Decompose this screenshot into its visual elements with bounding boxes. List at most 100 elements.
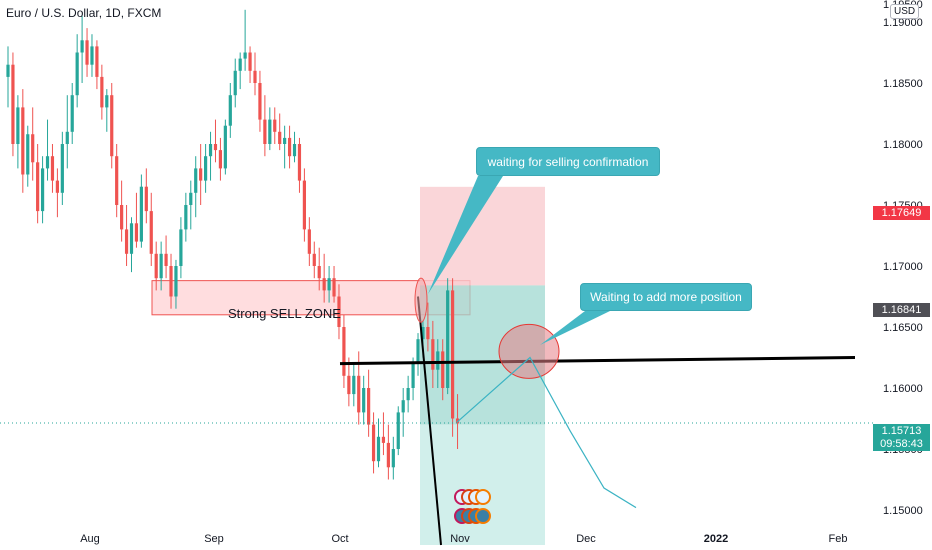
candle-body [263, 119, 267, 144]
candle-body [426, 327, 430, 340]
candle-body [307, 229, 311, 254]
currency-badge[interactable]: USD [890, 4, 920, 19]
callout-pointer-right [540, 311, 610, 345]
candle-body [391, 449, 395, 468]
candle-body [238, 58, 242, 71]
candle-body [21, 107, 25, 175]
y-tick-label: 1.18000 [883, 139, 923, 151]
event-icon [475, 508, 491, 524]
candle-body [154, 253, 158, 279]
candle-body [80, 40, 84, 53]
candle-body [50, 156, 55, 181]
candle-body [376, 436, 381, 462]
candle-body [342, 327, 346, 376]
candle-body [396, 412, 400, 449]
forecast-path [456, 356, 637, 509]
candle-body [327, 278, 331, 291]
candle-body [268, 119, 272, 144]
candle-body [218, 150, 223, 169]
y-tick-label: 1.16500 [883, 322, 923, 334]
y-tick-label: 1.19000 [883, 17, 923, 29]
y-tick-label: 1.18500 [883, 78, 923, 90]
candle-body [65, 131, 69, 144]
stop-price-tag: 1.17649 [873, 206, 930, 220]
countdown-tag: 09:58:43 [873, 437, 930, 451]
x-tick-label: Feb [829, 533, 848, 545]
candle-body [26, 134, 30, 175]
take-profit-zone-lower [420, 424, 545, 545]
candle-body [302, 180, 306, 230]
candle-body [95, 46, 99, 77]
candle-body [85, 40, 89, 65]
candle-body [139, 186, 143, 242]
sell-zone-label: Strong SELL ZONE [228, 306, 341, 321]
candle-body [233, 70, 237, 96]
candle-body [208, 144, 213, 157]
y-tick-label: 1.16000 [883, 383, 923, 395]
candle-body [258, 83, 262, 120]
candle-body [312, 253, 316, 266]
candle-body [105, 95, 109, 108]
candle-body [297, 144, 302, 181]
candle-body [110, 95, 114, 157]
candle-body [199, 168, 203, 181]
candle-body [159, 253, 163, 279]
trend-line [417, 296, 442, 546]
candle-body [213, 144, 218, 151]
callout-add-position[interactable]: Waiting to add more position [580, 283, 752, 311]
candle-body [36, 162, 40, 212]
x-tick-label: Sep [204, 533, 224, 545]
candle-body [90, 46, 94, 65]
chart-title: Euro / U.S. Dollar, 1D, FXCM [6, 6, 162, 20]
candle-body [144, 186, 148, 212]
candle-body [55, 180, 59, 193]
candle-body [124, 229, 129, 254]
candle-body [253, 70, 257, 83]
candle-body [11, 64, 15, 144]
candle-body [40, 168, 45, 212]
candle-body [278, 131, 282, 144]
x-tick-label: Nov [450, 533, 470, 545]
candle-body [283, 137, 287, 144]
candle-body [386, 442, 390, 468]
candle-body [120, 205, 124, 230]
candle-body [322, 278, 326, 291]
candle-body [194, 168, 198, 193]
candle-body [6, 64, 10, 77]
candle-body [337, 296, 341, 327]
candle-body [31, 134, 35, 163]
candle-body [421, 327, 425, 340]
candle-body [149, 211, 153, 254]
current-price-tag: 1.15713 [873, 424, 930, 438]
candle-body [411, 363, 415, 388]
candle-body [406, 388, 410, 401]
x-tick-label: Oct [331, 533, 348, 545]
candle-body [367, 388, 371, 425]
candle-body [332, 278, 336, 297]
candle-body [273, 119, 277, 132]
candle-body [451, 290, 455, 419]
candle-body [179, 229, 183, 266]
callout-pointer-top [428, 176, 503, 294]
candle-body [169, 266, 173, 297]
candle-body [184, 205, 188, 230]
candle-body [100, 76, 104, 108]
candle-body [431, 339, 435, 370]
candle-body [45, 156, 50, 169]
candle-body [292, 144, 297, 157]
candle-body [352, 375, 356, 395]
candle-body [164, 253, 168, 266]
entry-price-tag: 1.16841 [873, 303, 930, 317]
candle-body [362, 388, 366, 413]
candle-body [317, 266, 321, 279]
candle-body [129, 223, 134, 254]
candle-body [381, 436, 386, 443]
candle-body [16, 107, 20, 144]
candle-body [357, 375, 361, 413]
candle-body [204, 156, 208, 181]
candle-body [416, 339, 420, 364]
candle-body [446, 290, 450, 388]
callout-selling-confirmation[interactable]: waiting for selling confirmation [476, 147, 660, 176]
candle-body [70, 95, 74, 132]
